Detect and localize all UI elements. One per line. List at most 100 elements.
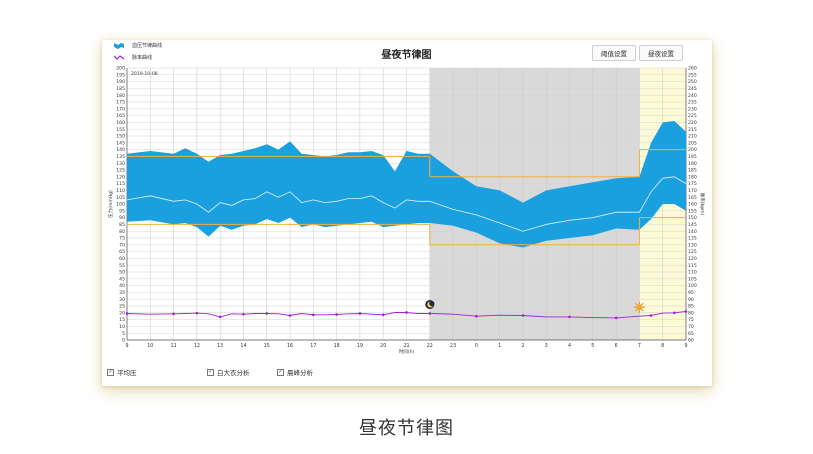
pulse-point: [288, 314, 292, 317]
y-left-tick-label: 155: [116, 127, 125, 133]
y-left-tick-label: 100: [116, 202, 125, 208]
x-tick-label: 20: [380, 343, 386, 349]
legend-pulse-swatch: [113, 54, 125, 61]
x-tick-label: 17: [310, 343, 316, 349]
y-right-tick-label: 95: [688, 290, 694, 296]
sun-ray: [641, 308, 644, 312]
moon-icon: [425, 299, 435, 309]
y-right-tick-label: 215: [688, 127, 697, 133]
y-right-tick-label: 75: [688, 317, 694, 323]
y-right-tick-label: 225: [688, 113, 697, 119]
moon-cut: [429, 300, 435, 307]
x-tick-label: 12: [194, 343, 200, 349]
y-right-tick-label: 185: [688, 168, 697, 174]
y-left-tick-label: 125: [116, 168, 125, 174]
morning-peak-checkbox[interactable]: ✓: [277, 368, 284, 376]
bp-area: [127, 121, 686, 248]
y-right-tick-label: 180: [688, 174, 697, 180]
y-right-tick-label: 210: [688, 134, 697, 140]
option-mean-pressure-label: 平均压: [117, 369, 137, 377]
y-left-tick-label: 105: [116, 195, 125, 201]
x-tick-label: 15: [264, 343, 270, 349]
pulse-point: [475, 314, 478, 318]
y-left-tick-label: 95: [119, 208, 125, 214]
x-tick-label: 7: [638, 343, 641, 349]
x-tick-label: 8: [661, 343, 664, 349]
y-right-tick-label: 200: [688, 147, 697, 153]
legend-bp: 血压节律曲线: [114, 42, 162, 49]
y-left-tick-label: 145: [116, 140, 125, 146]
threshold-settings-button[interactable]: 阈值设置: [592, 45, 636, 61]
option-white-coat[interactable]: ✓ 白大衣分析: [207, 367, 250, 377]
y-left-tick-label: 180: [116, 93, 125, 99]
y-left-tick-label: 190: [116, 79, 125, 85]
pulse-point: [381, 313, 385, 317]
sun-ray: [635, 302, 638, 306]
y-left-tick-label: 40: [119, 283, 125, 289]
y-right-tick-label: 150: [688, 215, 697, 221]
y-right-tick-label: 115: [688, 263, 697, 269]
y-left-tick-label: 0: [122, 338, 125, 344]
y-left-tick-label: 55: [119, 263, 125, 269]
y-right-tick-label: 90: [688, 297, 694, 303]
page-caption: 昼夜节律图: [359, 418, 454, 439]
x-tick-label: 3: [545, 343, 548, 349]
x-tick-label: 13: [217, 343, 223, 349]
pulse-point: [568, 315, 571, 319]
y-right-tick-label: 205: [688, 140, 697, 146]
y-right-tick-label: 235: [688, 100, 697, 106]
x-tick-label: 19: [357, 343, 363, 349]
y-right-tick-label: 125: [688, 249, 697, 255]
x-tick-label: 23: [450, 343, 456, 349]
x-tick-label: 22: [427, 343, 433, 349]
y-right-tick-label: 85: [688, 304, 694, 310]
x-tick-label: 16: [287, 343, 293, 349]
date-label: 2019-10-08: [131, 71, 158, 77]
y-right-tick-label: 160: [688, 202, 697, 208]
y-left-tick-label: 135: [116, 154, 125, 160]
y-right-tick-label: 170: [688, 188, 697, 194]
day-night-settings-button[interactable]: 昼夜设置: [639, 45, 683, 61]
y-right-tick-label: 190: [688, 161, 697, 167]
y-right-tick-label: 260: [688, 66, 697, 72]
y-left-tick-label: 140: [116, 147, 125, 153]
legend-bp-swatch: [114, 42, 124, 49]
x-tick-label: 4: [568, 343, 571, 349]
y-right-tick-label: 220: [688, 120, 697, 126]
x-axis-label: 时间(h): [399, 348, 415, 355]
sun-disc: [636, 304, 643, 311]
y-right-tick-label: 245: [688, 86, 697, 92]
y-left-tick-label: 75: [119, 236, 125, 242]
option-white-coat-label: 白大衣分析: [217, 369, 250, 377]
y-left-tick-label: 60: [119, 256, 125, 262]
option-morning-peak-label: 晨峰分析: [287, 369, 313, 377]
x-tick-label: 18: [334, 343, 340, 349]
y-left-axis-label: 压力(mmHg): [107, 190, 114, 218]
mean-pressure-checkbox[interactable]: ✓: [107, 368, 114, 376]
y-right-axis-label: 脉率(bpm): [699, 193, 706, 216]
x-tick-label: 6: [615, 343, 618, 349]
pulse-point: [312, 313, 315, 317]
y-right-tick-label: 105: [688, 276, 697, 282]
option-mean-pressure[interactable]: ✓ 平均压: [107, 367, 137, 377]
option-morning-peak[interactable]: ✓ 晨峰分析: [277, 367, 313, 377]
y-left-tick-label: 90: [119, 215, 125, 221]
white-coat-checkbox[interactable]: ✓: [207, 368, 214, 376]
x-tick-label: 11: [171, 343, 177, 349]
y-left-tick-label: 120: [116, 174, 125, 180]
y-right-tick-label: 100: [688, 283, 697, 289]
pulse-point: [195, 311, 199, 315]
y-right-tick-label: 140: [688, 229, 697, 235]
x-tick-label: 9: [125, 343, 128, 349]
legend-pulse-label: 脉率曲线: [132, 55, 153, 61]
y-right-tick-label: 80: [688, 310, 694, 316]
sun-ray: [641, 302, 644, 306]
pulse-point: [428, 312, 432, 315]
pulse-point: [614, 316, 618, 320]
pulse-line: [126, 310, 687, 319]
x-tick-label: 10: [147, 343, 153, 349]
y-right-tick-label: 250: [688, 79, 697, 85]
pulse-point: [521, 314, 525, 317]
y-left-tick-label: 15: [119, 317, 125, 323]
